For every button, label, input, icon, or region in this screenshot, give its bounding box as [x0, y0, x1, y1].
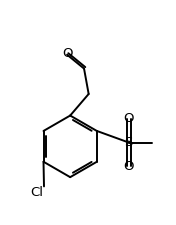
- Text: O: O: [123, 160, 134, 173]
- Text: Cl: Cl: [30, 186, 43, 199]
- Text: O: O: [123, 112, 134, 125]
- Text: S: S: [124, 136, 133, 149]
- Text: O: O: [62, 47, 72, 61]
